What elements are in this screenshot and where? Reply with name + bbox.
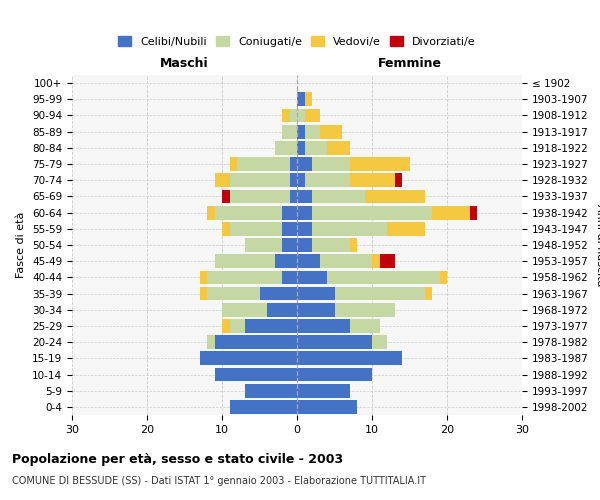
Bar [229,222,282,235]
Bar [207,206,215,220]
Y-axis label: Fasce di età: Fasce di età [16,212,26,278]
Bar [282,206,297,220]
Bar [297,125,305,138]
Bar [297,238,312,252]
Bar [267,303,297,316]
Bar [290,108,297,122]
Bar [297,157,312,171]
Bar [290,190,297,203]
Bar [439,270,447,284]
Bar [297,352,402,365]
Bar [207,336,215,349]
Bar [327,141,349,154]
Bar [372,254,380,268]
Bar [320,125,342,138]
Bar [297,286,335,300]
Bar [282,222,297,235]
Bar [305,174,349,187]
Bar [372,336,387,349]
Bar [275,141,297,154]
Bar [335,303,395,316]
Bar [215,254,275,268]
Bar [297,92,305,106]
Bar [312,238,349,252]
Bar [312,206,432,220]
Bar [297,336,372,349]
Bar [207,286,260,300]
Bar [335,286,425,300]
Bar [425,286,432,300]
Text: Popolazione per età, sesso e stato civile - 2003: Popolazione per età, sesso e stato civil… [12,452,343,466]
Bar [297,108,305,122]
Bar [395,174,402,187]
Y-axis label: Anni di nascita: Anni di nascita [595,204,600,286]
Bar [297,190,312,203]
Bar [320,254,372,268]
Bar [215,336,297,349]
Bar [282,125,297,138]
Bar [297,303,335,316]
Text: Maschi: Maschi [160,57,209,70]
Bar [222,319,229,333]
Bar [305,92,312,106]
Bar [215,206,282,220]
Legend: Celibi/Nubili, Coniugati/e, Vedovi/e, Divorziati/e: Celibi/Nubili, Coniugati/e, Vedovi/e, Di… [115,33,479,50]
Bar [275,254,297,268]
Bar [297,319,349,333]
Bar [297,254,320,268]
Bar [349,174,395,187]
Bar [245,384,297,398]
Bar [470,206,477,220]
Bar [312,222,387,235]
Bar [215,174,229,187]
Bar [229,174,290,187]
Bar [305,141,327,154]
Bar [297,400,357,414]
Text: COMUNE DI BESSUDE (SS) - Dati ISTAT 1° gennaio 2003 - Elaborazione TUTTITALIA.IT: COMUNE DI BESSUDE (SS) - Dati ISTAT 1° g… [12,476,426,486]
Bar [245,319,297,333]
Text: Femmine: Femmine [377,57,442,70]
Bar [432,206,470,220]
Bar [312,157,349,171]
Bar [312,190,365,203]
Bar [245,238,282,252]
Bar [222,190,229,203]
Bar [297,384,349,398]
Bar [199,270,207,284]
Bar [229,157,237,171]
Bar [260,286,297,300]
Bar [297,174,305,187]
Bar [222,222,229,235]
Bar [365,190,425,203]
Bar [297,270,327,284]
Bar [222,303,267,316]
Bar [327,270,439,284]
Bar [297,141,305,154]
Bar [282,270,297,284]
Bar [290,157,297,171]
Bar [305,108,320,122]
Bar [297,368,372,382]
Bar [199,352,297,365]
Bar [387,222,425,235]
Bar [305,125,320,138]
Bar [215,368,297,382]
Bar [297,206,312,220]
Bar [229,319,245,333]
Bar [282,238,297,252]
Bar [349,319,380,333]
Bar [349,238,357,252]
Bar [229,400,297,414]
Bar [349,157,409,171]
Bar [207,270,282,284]
Bar [290,174,297,187]
Bar [380,254,395,268]
Bar [229,190,290,203]
Bar [237,157,290,171]
Bar [199,286,207,300]
Bar [282,108,290,122]
Bar [297,222,312,235]
